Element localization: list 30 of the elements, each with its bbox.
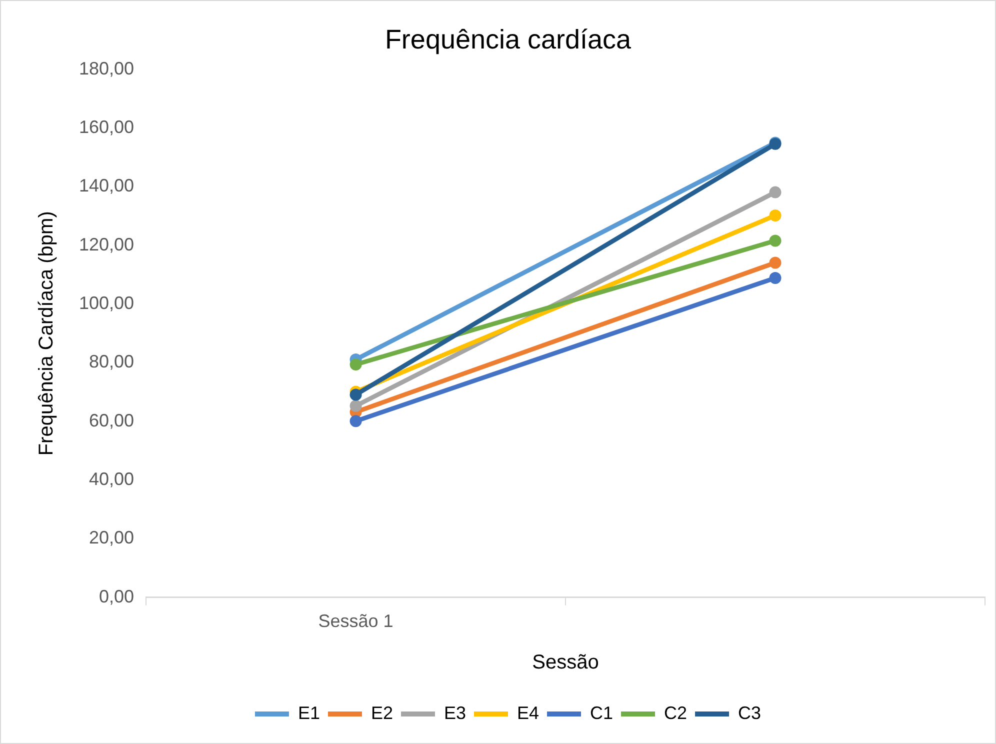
y-tick-label: 180,00: [78, 58, 134, 78]
y-tick-label: 20,00: [89, 528, 134, 548]
point: [769, 234, 782, 247]
y-tick-label: 80,00: [89, 352, 134, 372]
point: [769, 272, 782, 284]
legend-label: E1: [298, 702, 320, 723]
legend-label: E3: [444, 702, 466, 723]
legend-label: E4: [517, 702, 540, 723]
y-axis-title: Frequência Cardíaca (bpm): [36, 211, 58, 456]
point: [350, 400, 362, 412]
point: [350, 415, 362, 428]
point: [350, 388, 362, 401]
y-tick-label: 160,00: [78, 117, 134, 138]
y-tick-label: 60,00: [89, 410, 134, 430]
y-tick-label: 0,00: [99, 586, 134, 606]
legend-label: C3: [738, 702, 762, 723]
chart-title: Frequência cardíaca: [384, 24, 632, 55]
point: [769, 209, 782, 222]
x-tick-label: Sessão 1: [318, 611, 394, 632]
legend-label: C1: [590, 702, 614, 723]
legend-label: C2: [664, 702, 688, 723]
y-tick-label: 120,00: [78, 234, 134, 254]
x-axis-title: Sessão: [532, 652, 599, 674]
point: [350, 358, 362, 370]
y-tick-label: 140,00: [78, 176, 134, 196]
y-tick-label: 100,00: [78, 293, 134, 314]
y-tick-label: 40,00: [89, 469, 134, 490]
point: [769, 256, 782, 269]
legend-label: E2: [370, 702, 393, 723]
point: [769, 186, 782, 198]
